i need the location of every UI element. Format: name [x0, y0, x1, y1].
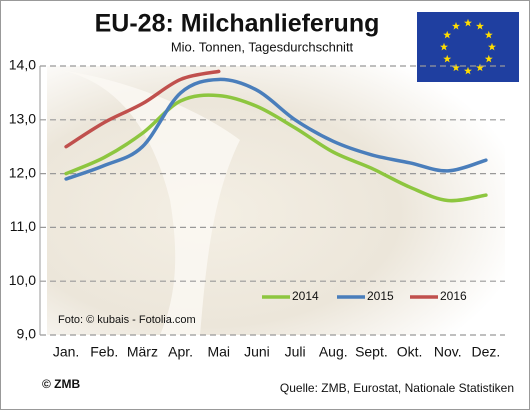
series-line — [64, 93, 488, 203]
star — [484, 30, 493, 39]
y-tick-label: 10,0 — [9, 272, 36, 288]
chart-title: EU-28: Milchanlieferung — [95, 10, 380, 38]
star — [443, 54, 452, 63]
milk-splash — [60, 70, 240, 335]
y-tick-label: 13,0 — [9, 111, 36, 127]
legend-label: 2015 — [367, 289, 394, 303]
x-tick-label: Okt. — [397, 344, 423, 360]
y-tick-label: 9,0 — [17, 326, 37, 342]
x-tick-label: Apr. — [168, 344, 193, 360]
chart-subtitle: Mio. Tonnen, Tagesdurchschnitt — [171, 39, 354, 54]
legend-label: 2014 — [292, 289, 319, 303]
eu-flag — [417, 12, 519, 82]
y-tick-label: 14,0 — [9, 57, 36, 73]
star — [464, 18, 472, 27]
x-tick-label: März — [127, 344, 158, 360]
x-tick-label: Jan. — [53, 344, 79, 360]
star — [440, 42, 448, 51]
star — [443, 30, 452, 39]
x-tick-label: Aug. — [319, 344, 348, 360]
star — [484, 54, 493, 63]
background-photo — [47, 66, 505, 335]
x-tick-label: Juli — [285, 344, 306, 360]
star — [452, 63, 460, 72]
series-line — [64, 77, 488, 181]
x-tick-label: Sept. — [355, 344, 388, 360]
x-tick-label: Feb. — [90, 344, 118, 360]
copyright: © ZMB — [42, 377, 81, 391]
y-tick-label: 11,0 — [10, 218, 36, 234]
x-tick-label: Nov. — [434, 344, 462, 360]
x-tick-label: Dez. — [472, 344, 501, 360]
y-tick-label: 12,0 — [9, 164, 36, 180]
x-tick-label: Juni — [244, 344, 270, 360]
star — [476, 63, 484, 72]
star — [488, 42, 496, 51]
x-tick-label: Mai — [207, 344, 230, 360]
star — [464, 66, 472, 75]
series-line — [64, 69, 221, 149]
star — [476, 22, 484, 30]
legend-label: 2016 — [440, 289, 467, 303]
source: Quelle: ZMB, Eurostat, Nationale Statist… — [280, 381, 514, 395]
star — [452, 22, 460, 30]
photo-credit: Foto: © kubais - Fotolia.com — [58, 314, 196, 326]
